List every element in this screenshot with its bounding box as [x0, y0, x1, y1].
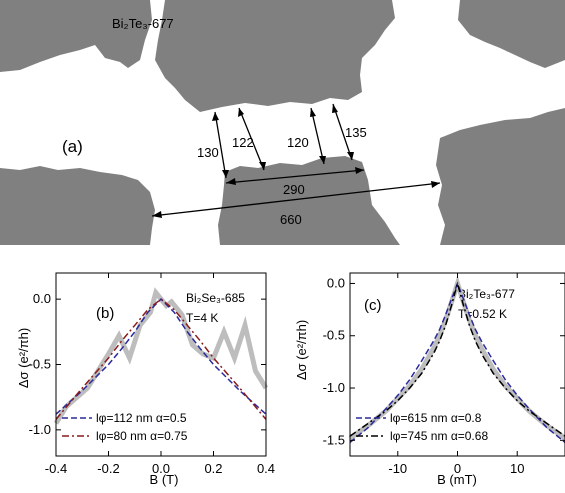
panel-b-xtick-label-0: -0.4	[45, 461, 67, 476]
arrow-120	[310, 107, 325, 165]
panel-b-ylabel: Δσ (e²/πh)	[16, 328, 31, 388]
distance-130: 130	[197, 145, 219, 160]
panel-c-legend-label-0: lφ=615 nm α=0.8	[390, 411, 482, 425]
panel-a-label: (a)	[62, 137, 83, 156]
panel-b-ytick-label-2: 0.0	[33, 291, 51, 306]
panel-b-xlabel: B (T)	[150, 472, 179, 487]
panel-b-xtick-label-1: -0.2	[97, 461, 119, 476]
distance-120: 120	[287, 135, 309, 150]
panel-c-ytick-label-2: -0.5	[323, 328, 345, 343]
distance-arrows	[151, 103, 441, 217]
film-region-top-center	[155, 0, 395, 112]
panel-c-xtick-label-0: -10	[388, 461, 407, 476]
panel-c-xtick-label-1: 0	[454, 461, 461, 476]
panel-c-series-2	[349, 280, 565, 437]
arrow-heads	[152, 104, 440, 218]
panel-a-micrograph: Bi₂Te₃-677 (a) 130 122 120 13	[0, 0, 565, 245]
distance-135: 135	[345, 125, 367, 140]
arrow-660	[151, 182, 441, 217]
film-region-left	[0, 166, 155, 245]
panel-b-xtick-label-4: 0.4	[257, 461, 275, 476]
panel-b-series-0	[53, 287, 269, 425]
panel-c-label: (c)	[364, 297, 382, 314]
panel-b-series-1	[55, 298, 267, 415]
panel-b-ytick-label-0: -1.0	[29, 422, 51, 437]
panel-c-ytick-label-1: -1.0	[323, 380, 345, 395]
arrow-290	[225, 169, 365, 184]
panel-c-ytick-label-3: 0.0	[327, 275, 345, 290]
panel-b-xtick-label-3: 0.2	[204, 461, 222, 476]
panel-c-xtick-label-2: 10	[510, 461, 524, 476]
panel-c-series-1	[349, 281, 565, 443]
panel-c-legend-label-1: lφ=745 nm α=0.68	[390, 429, 488, 443]
panel-c-xlabel: B (mT)	[437, 472, 477, 487]
distance-122: 122	[232, 135, 254, 150]
panel-b-annotation-2: T=4 K	[186, 311, 218, 325]
panel-c-ytick-label-0: -1.5	[323, 432, 345, 447]
arrow-135	[332, 103, 353, 161]
panel-b-legend-label-0: lφ=112 nm α=0.5	[96, 411, 187, 425]
panel-b-chart: Δσ (e²/πh) B (T) (b) Bi₂Se₃-685 T=4 K -0…	[16, 272, 275, 487]
distance-660: 660	[280, 212, 302, 227]
arrow-122	[238, 107, 265, 171]
panel-b-ytick-label-1: -0.5	[29, 357, 51, 372]
panel-b-label: (b)	[96, 305, 114, 322]
panel-b-annotation-1: Bi₂Se₃-685	[186, 291, 245, 305]
film-region-right	[436, 108, 565, 245]
film-region-top-left	[0, 0, 152, 72]
panel-c-ylabel: Δσ (e²/πh)	[294, 320, 309, 380]
sample-label: Bi₂Te₃-677	[112, 16, 174, 31]
film-region-bottom-center	[218, 156, 400, 245]
distance-290: 290	[283, 182, 305, 197]
film-region-top-right	[458, 0, 565, 68]
panel-b-legend-label-1: lφ=80 nm α=0.75	[96, 429, 188, 443]
panel-b-xtick-label-2: 0.0	[152, 461, 170, 476]
panel-b-series-2	[55, 298, 267, 420]
arrow-130	[214, 111, 227, 179]
panel-c-chart: Δσ (e²/πh) B (mT) (c) Bi₂Te₃-677 T=0.52 …	[294, 272, 565, 487]
panel-c-annotation-1: Bi₂Te₃-677	[458, 287, 515, 301]
